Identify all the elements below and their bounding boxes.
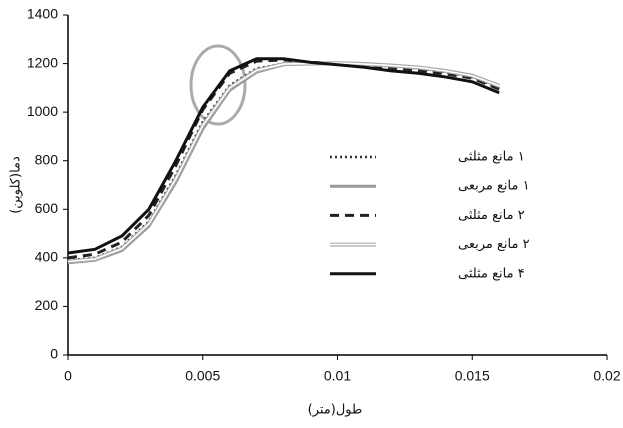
y-tick-label: 1400: [27, 6, 58, 22]
legend-label: ۴ مانع مثلثی: [458, 266, 525, 281]
legend-label: ۲ مانع مثلثی: [458, 208, 525, 223]
x-tick-label: 0.005: [185, 368, 220, 384]
y-tick-label: 400: [35, 249, 59, 265]
series-line: [67, 62, 500, 262]
x-tick-label: 0: [64, 368, 72, 384]
y-axis-label: دما(کلوین): [9, 156, 24, 214]
x-tick-label: 0.015: [455, 368, 490, 384]
legend-label: ۱ مانع مثلثی: [458, 150, 525, 165]
y-tick-label: 800: [35, 151, 59, 167]
legend-label: ۲ مانع مربعی: [458, 237, 530, 252]
y-tick-label: 0: [50, 346, 58, 362]
y-tick-label: 1200: [27, 54, 58, 70]
y-tick-label: 600: [35, 200, 59, 216]
series-line: [67, 62, 500, 265]
series-line-inner: [67, 62, 500, 263]
highlight-ellipse: [189, 44, 247, 126]
x-tick-label: 0.02: [593, 368, 620, 384]
series-line: [67, 61, 500, 264]
y-tick-label: 200: [35, 297, 59, 313]
series-line: [67, 57, 500, 255]
x-tick-label: 0.01: [324, 368, 351, 384]
x-axis-label: طول(متر): [308, 403, 363, 418]
series-line: [67, 58, 500, 260]
legend-label: ۱ مانع مربعی: [458, 179, 530, 194]
y-tick-label: 1000: [27, 103, 58, 119]
